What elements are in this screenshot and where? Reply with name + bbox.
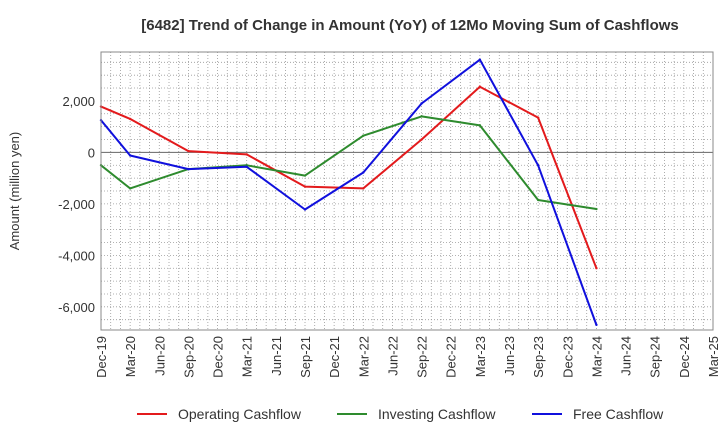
x-tick-label: Sep-22 [415, 336, 430, 378]
data-point-free-cashflow [245, 165, 248, 169]
chart-title: [6482] Trend of Change in Amount (YoY) o… [141, 17, 679, 34]
x-tick-label: Dec-22 [444, 336, 459, 378]
data-point-free-cashflow [420, 102, 423, 105]
y-axis-label: Amount (million yen) [7, 132, 22, 251]
x-tick-label: Jun-21 [269, 336, 284, 376]
x-tick-label: Jun-20 [152, 336, 167, 376]
x-tick-label: Jun-22 [385, 336, 400, 376]
x-tick-label: Sep-23 [531, 336, 546, 378]
data-point-operating-cashflow [478, 85, 482, 88]
x-tick-label: Sep-21 [298, 336, 313, 378]
x-tick-label: Mar-20 [123, 336, 138, 377]
y-tick-label: -6,000 [58, 300, 95, 315]
series-line-investing-cashflow [100, 115, 597, 210]
series-line-operating-cashflow [100, 85, 598, 269]
y-tick-label: 0 [88, 145, 95, 160]
data-point-operating-cashflow [245, 153, 248, 156]
data-point-investing-cashflow [478, 124, 482, 127]
data-point-free-cashflow [303, 208, 307, 211]
x-tick-label: Mar-21 [240, 336, 255, 377]
data-point-operating-cashflow [362, 187, 365, 190]
data-point-investing-cashflow [420, 115, 423, 118]
data-point-free-cashflow [362, 171, 365, 174]
data-point-investing-cashflow [362, 134, 365, 137]
series-line-free-cashflow [100, 58, 598, 326]
data-point-investing-cashflow [595, 207, 598, 211]
data-point-investing-cashflow [128, 187, 132, 190]
data-point-free-cashflow [536, 164, 540, 167]
legend-label-free-cashflow: Free Cashflow [573, 406, 664, 422]
x-tick-label: Mar-24 [589, 336, 604, 377]
y-tick-label: 2,000 [62, 94, 95, 109]
x-tick-label: Dec-20 [211, 336, 226, 378]
x-tick-label: Sep-24 [648, 336, 663, 378]
data-point-operating-cashflow [303, 185, 307, 188]
legend-label-investing-cashflow: Investing Cashflow [378, 406, 496, 422]
x-tick-label: Dec-19 [94, 336, 109, 378]
y-axis-ticks: 2,000 0 -2,000 -4,000 -6,000 [58, 94, 95, 315]
legend-label-operating-cashflow: Operating Cashflow [178, 406, 302, 422]
data-point-investing-cashflow [303, 174, 307, 177]
x-tick-label: Jun-23 [502, 336, 517, 376]
grid [100, 52, 714, 330]
y-tick-label: -2,000 [58, 197, 95, 212]
data-point-operating-cashflow [128, 117, 132, 121]
data-point-operating-cashflow [536, 116, 540, 119]
data-point-free-cashflow [595, 323, 598, 327]
series-group [99, 58, 598, 327]
data-point-operating-cashflow [187, 149, 190, 153]
x-tick-label: Mar-25 [706, 336, 720, 377]
x-axis-ticks: Dec-19 Mar-20 Jun-20 Sep-20 Dec-20 Mar-21 Jun-… [94, 336, 720, 378]
data-point-free-cashflow [187, 167, 190, 171]
data-point-operating-cashflow [420, 138, 423, 141]
x-tick-label: Mar-23 [473, 336, 488, 377]
y-tick-label: -4,000 [58, 248, 95, 263]
x-tick-label: Dec-24 [677, 336, 692, 378]
x-tick-label: Dec-23 [560, 336, 575, 378]
data-point-free-cashflow [478, 58, 482, 61]
data-point-operating-cashflow [595, 267, 598, 270]
x-tick-label: Dec-21 [327, 336, 342, 378]
legend: Operating Cashflow Investing Cashflow Free… [137, 406, 664, 422]
x-tick-label: Sep-20 [181, 336, 196, 378]
plot-frame [100, 51, 714, 331]
data-point-free-cashflow [128, 154, 132, 157]
x-tick-label: Mar-22 [356, 336, 371, 377]
data-point-investing-cashflow [536, 198, 540, 202]
x-tick-label: Jun-24 [619, 336, 634, 376]
